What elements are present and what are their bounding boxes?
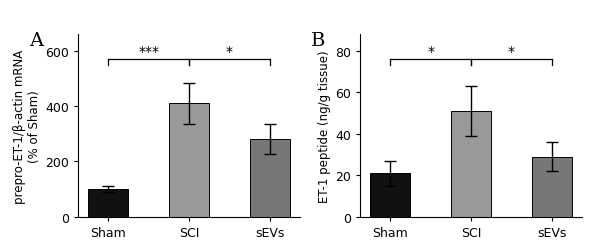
Text: *: * (427, 45, 434, 59)
Bar (88, 189, 128, 217)
Text: ***: *** (138, 45, 159, 59)
Bar (370, 173, 410, 217)
Y-axis label: ET-1 peptide (ng/g tissue): ET-1 peptide (ng/g tissue) (318, 50, 331, 202)
Bar (169, 104, 209, 217)
Bar (532, 157, 572, 217)
Bar (451, 112, 491, 217)
Y-axis label: prepro-ET-1/β-actin mRNA
(% of Sham): prepro-ET-1/β-actin mRNA (% of Sham) (13, 49, 41, 203)
Text: *: * (508, 45, 515, 59)
Text: B: B (311, 32, 326, 50)
Text: A: A (29, 32, 43, 50)
Text: *: * (226, 45, 233, 59)
Bar (250, 140, 290, 217)
